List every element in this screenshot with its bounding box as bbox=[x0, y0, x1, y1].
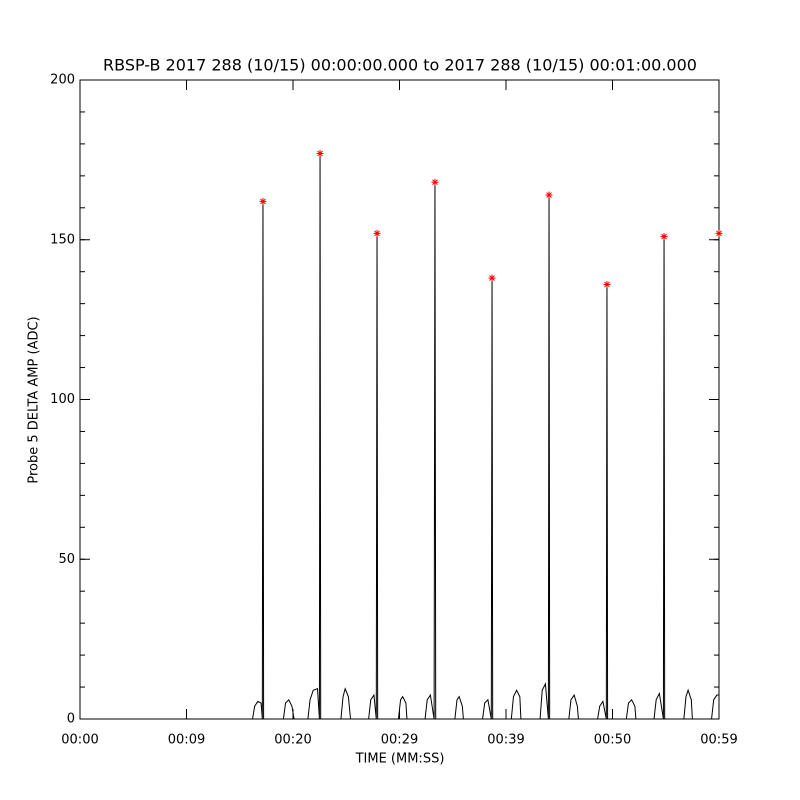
peak-marker bbox=[431, 178, 439, 186]
peak-marker bbox=[660, 233, 668, 241]
y-axis-label: Probe 5 DELTA AMP (ADC) bbox=[27, 316, 42, 483]
y-tick-label: 0 bbox=[67, 712, 75, 727]
chart-title: RBSP-B 2017 288 (10/15) 00:00:00.000 to … bbox=[103, 56, 697, 75]
peak-marker bbox=[603, 280, 611, 288]
peak-marker bbox=[259, 197, 267, 205]
peak-marker bbox=[488, 274, 496, 282]
x-tick-label: 00:39 bbox=[487, 733, 524, 748]
x-axis-label: TIME (MM:SS) bbox=[355, 752, 445, 767]
data-line bbox=[80, 153, 719, 720]
x-tick-label: 00:20 bbox=[274, 733, 311, 748]
peak-marker bbox=[715, 229, 723, 237]
peak-marker bbox=[545, 191, 553, 199]
x-tick-label: 00:59 bbox=[700, 733, 737, 748]
x-tick-label: 00:00 bbox=[61, 733, 98, 748]
x-tick-label: 00:50 bbox=[594, 733, 631, 748]
y-tick-label: 50 bbox=[58, 552, 75, 567]
x-tick-label: 00:09 bbox=[168, 733, 205, 748]
x-tick-label: 00:29 bbox=[381, 733, 418, 748]
peak-marker bbox=[373, 229, 381, 237]
y-tick-label: 150 bbox=[50, 232, 75, 247]
peak-marker bbox=[316, 149, 324, 157]
plot-frame bbox=[79, 79, 720, 720]
y-tick-label: 200 bbox=[50, 73, 75, 88]
y-tick-label: 100 bbox=[50, 392, 75, 407]
